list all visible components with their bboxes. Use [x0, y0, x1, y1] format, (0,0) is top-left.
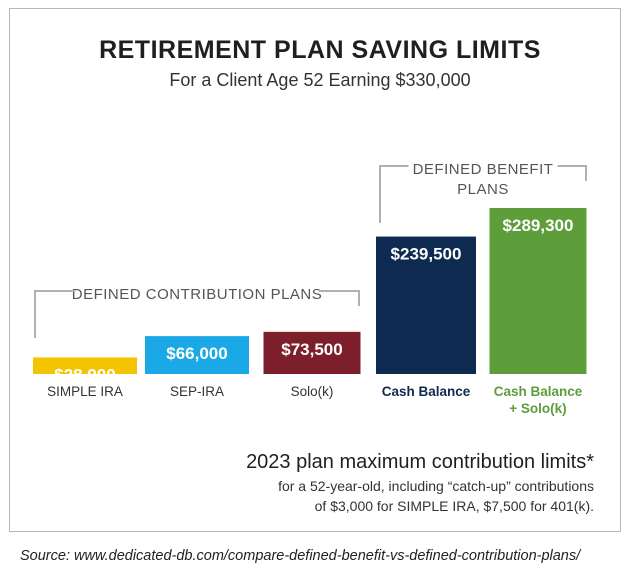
- bar-1: [145, 336, 249, 374]
- bar-3: [376, 236, 476, 374]
- source-citation: Source: www.dedicated-db.com/compare-def…: [20, 548, 581, 564]
- value-label-0: $28,900: [54, 365, 115, 384]
- footnote-line-1: for a 52-year-old, including “catch-up” …: [278, 478, 594, 494]
- chart-title: RETIREMENT PLAN SAVING LIMITS: [99, 36, 541, 64]
- bar-4: [489, 208, 587, 374]
- footnote-heading: 2023 plan maximum contribution limits*: [246, 451, 594, 473]
- value-label-2: $73,500: [281, 340, 342, 359]
- category-label-1: SEP-IRA: [170, 384, 224, 399]
- group-label-1: DEFINED BENEFIT PLANS: [413, 161, 554, 198]
- footnote-detail: for a 52-year-old, including “catch-up” …: [214, 476, 594, 516]
- category-label-2: Solo(k): [291, 384, 334, 399]
- category-label-0: SIMPLE IRA: [47, 384, 123, 399]
- bar-2: [263, 331, 361, 374]
- group-bracket-1: [379, 165, 587, 223]
- value-label-1: $66,000: [166, 344, 227, 363]
- chart-subtitle: For a Client Age 52 Earning $330,000: [169, 70, 471, 90]
- group-bracket-0: [34, 290, 360, 338]
- category-label-3: Cash Balance: [382, 384, 471, 399]
- group-label-0: DEFINED CONTRIBUTION PLANS: [72, 286, 323, 303]
- category-label-4: Cash Balance + Solo(k): [494, 384, 583, 416]
- value-label-4: $289,300: [503, 216, 574, 235]
- footnote-line-2: of $3,000 for SIMPLE IRA, $7,500 for 401…: [314, 498, 594, 514]
- bar-0: [33, 357, 137, 374]
- value-label-3: $239,500: [391, 245, 462, 264]
